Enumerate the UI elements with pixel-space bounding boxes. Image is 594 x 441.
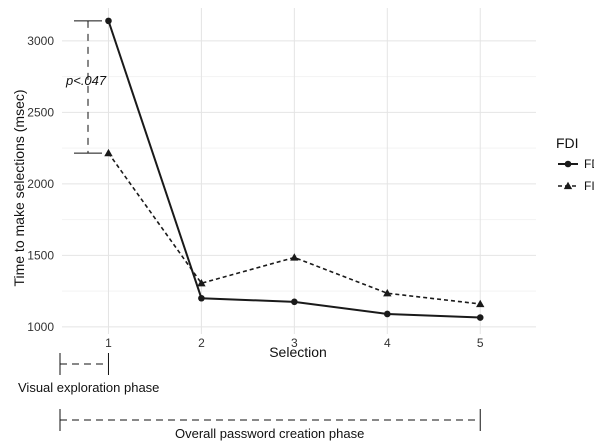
y-tick-label: 2000 [27, 177, 54, 191]
point-fd [383, 310, 391, 318]
grid [62, 8, 536, 334]
legend: FDI FD FI [556, 135, 594, 193]
point-fi [476, 299, 485, 308]
series-line-fi [107, 152, 481, 305]
overall-password-creation-phase-label: Overall password creation phase [175, 426, 364, 441]
legend-key-marker-fd [564, 160, 572, 168]
x-tick-label: 2 [198, 336, 205, 350]
x-tick-label: 1 [105, 336, 112, 350]
point-fd [476, 314, 484, 321]
y-tick-label: 1000 [27, 320, 54, 334]
x-axis-title: Selection [269, 344, 327, 360]
point-fi [104, 148, 113, 157]
series-layer [104, 17, 485, 321]
phase-brackets: Visual exploration phase Overall passwor… [18, 353, 481, 441]
y-tick-label: 1500 [27, 248, 54, 262]
point-fd [291, 298, 298, 306]
x-tick-labels: 1 2 3 4 5 [105, 336, 484, 350]
y-tick-label: 3000 [27, 34, 54, 48]
y-axis-title: Time to make selections (msec) [11, 89, 27, 286]
x-tick-label: 4 [384, 336, 391, 350]
x-tick-label: 3 [291, 336, 298, 350]
point-fi [197, 279, 206, 287]
visual-exploration-phase-label: Visual exploration phase [18, 380, 159, 395]
legend-label-fi: FI [584, 179, 594, 193]
point-fi [290, 253, 299, 261]
legend-key-marker-fi [563, 181, 573, 190]
point-fd [105, 17, 112, 25]
significance-label: p<.047 [65, 73, 107, 88]
point-fd [198, 294, 205, 302]
legend-title: FDI [556, 135, 579, 151]
x-tick-label: 5 [477, 336, 484, 350]
y-tick-label: 2500 [27, 105, 54, 119]
y-tick-labels: 1000 1500 2000 2500 3000 [27, 34, 54, 334]
significance-bracket: p<.047 [65, 20, 107, 154]
legend-label-fd: FD [584, 157, 594, 171]
point-fi [383, 289, 392, 297]
